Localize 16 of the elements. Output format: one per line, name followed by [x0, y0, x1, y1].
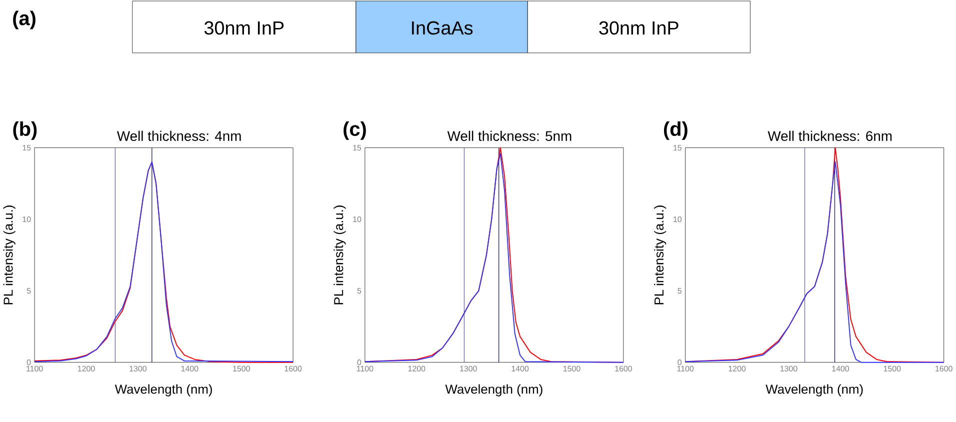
chart-subtitle: Well thickness: 6nm: [768, 130, 892, 141]
x-axis-title: Wavelength (nm): [445, 384, 542, 396]
x-axis-title: Wavelength (nm): [114, 384, 212, 396]
category-label: 30nm InP: [599, 21, 678, 35]
chart-subtitle: Well thickness: 4nm: [116, 130, 241, 141]
y-axis-title: PL intensity (a.u.): [334, 205, 346, 304]
chart-title: (c): [344, 121, 366, 140]
chart-title: (b): [13, 121, 37, 140]
category-label: InGaAs: [412, 21, 473, 35]
chart-subtitle: Well thickness: 5nm: [447, 130, 572, 141]
x-axis-title: Wavelength (nm): [766, 384, 863, 396]
y-axis-title: PL intensity (a.u.): [3, 205, 16, 304]
chart-title: (d): [664, 121, 688, 140]
category-label: 30nm InP: [204, 21, 284, 35]
y-axis-title: PL intensity (a.u.): [654, 205, 666, 304]
text: (a): [13, 10, 36, 30]
